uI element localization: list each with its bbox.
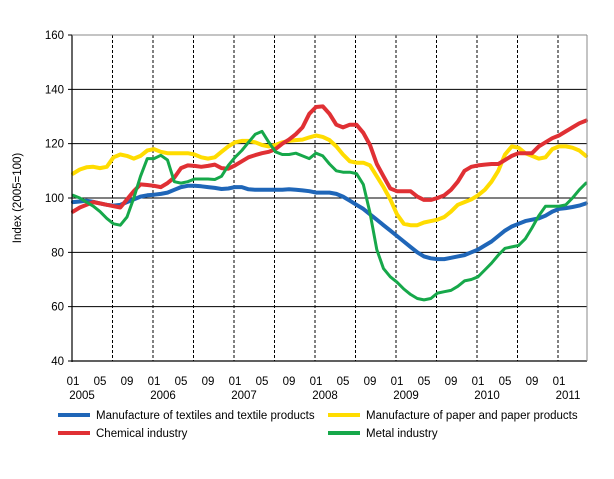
x-tick-label: 09: [202, 376, 215, 388]
x-tick-year-label: 2007: [231, 390, 257, 402]
y-tick-label: 40: [51, 356, 64, 368]
y-tick-label: 100: [45, 193, 64, 205]
axes: 40 60 80 100 120 140 160 01 2005 05 09 01 2006 05 09 01…: [45, 30, 588, 402]
x-tick-label: 09: [121, 376, 134, 388]
x-tick-label: 01: [472, 376, 485, 388]
x-tick-label: 09: [364, 376, 377, 388]
legend-label: Manufacture of paper and paper products: [366, 410, 578, 422]
x-tick-label: 05: [337, 376, 350, 388]
x-tick-label: 05: [94, 376, 107, 388]
x-tick-year-label: 2005: [69, 390, 95, 402]
x-tick-label: 01: [310, 376, 323, 388]
x-tick-year-label: 2010: [474, 390, 500, 402]
y-tick-label: 60: [51, 302, 64, 314]
y-tick-label: 160: [45, 30, 64, 42]
x-tick-label: 01: [67, 376, 80, 388]
x-tick-year-label: 2006: [150, 390, 176, 402]
x-tick-year-label: 2009: [393, 390, 419, 402]
y-tick-label: 120: [45, 139, 64, 151]
series-line-3: [71, 104, 588, 214]
x-tick-label: 05: [256, 376, 269, 388]
series-line-4: [71, 129, 588, 302]
x-tick-label: 05: [175, 376, 188, 388]
x-tick-label: 01: [391, 376, 404, 388]
series-line-1: [71, 183, 588, 262]
legend-label: Metal industry: [366, 428, 438, 440]
legend-label: Chemical industry: [96, 428, 188, 440]
x-tick-label: 05: [499, 376, 512, 388]
x-tick-label: 09: [283, 376, 296, 388]
grid: [68, 34, 587, 362]
series-lines: [71, 104, 588, 302]
legend-label: Manufacture of textiles and textile prod…: [96, 410, 315, 422]
y-axis-label: Index (2005=100): [12, 153, 24, 244]
x-tick-label: 01: [229, 376, 242, 388]
y-tick-label: 140: [45, 84, 64, 96]
legend: Manufacture of textiles and textile prod…: [58, 410, 578, 440]
x-tick-label: 01: [553, 376, 566, 388]
x-tick-label: 01: [148, 376, 161, 388]
series-line-2: [71, 133, 588, 228]
x-tick-label: 09: [445, 376, 458, 388]
x-tick-label: 09: [526, 376, 539, 388]
y-tick-label: 80: [51, 247, 64, 259]
x-tick-year-label: 2008: [312, 390, 338, 402]
x-tick-year-label: 2011: [556, 390, 581, 402]
x-tick-label: 05: [418, 376, 431, 388]
